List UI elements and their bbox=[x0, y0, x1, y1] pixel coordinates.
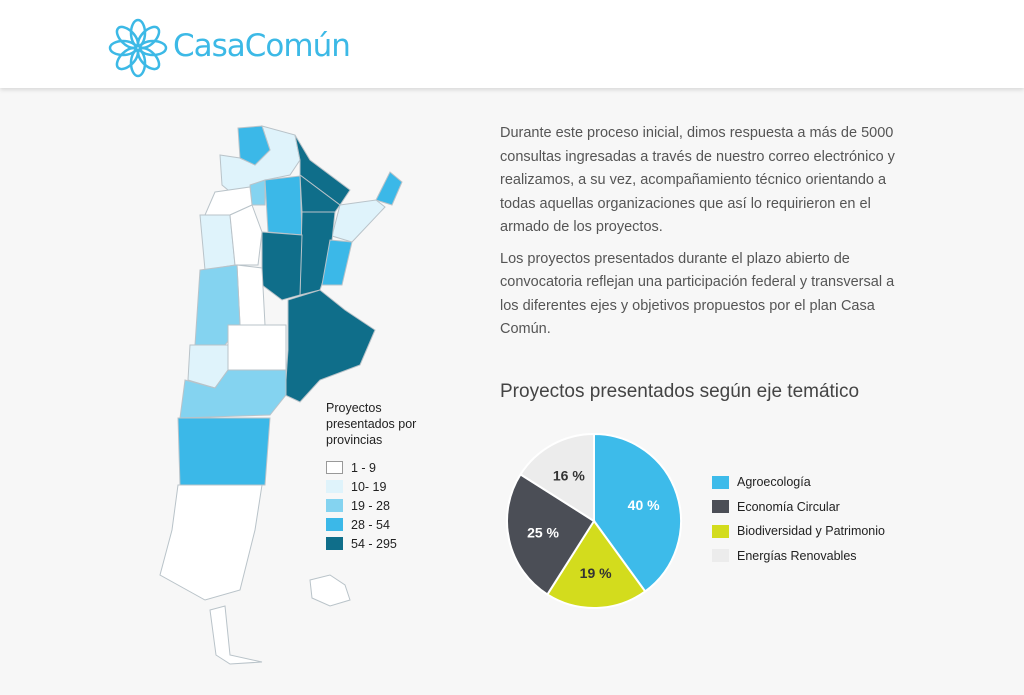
legend-swatch bbox=[712, 524, 729, 538]
legend-label: Energías Renovables bbox=[737, 548, 857, 563]
map-legend-item: 54 - 295 bbox=[326, 534, 421, 553]
petal bbox=[115, 46, 140, 71]
brand-logo[interactable]: CasaComún bbox=[173, 28, 351, 64]
map-legend-item: 10- 19 bbox=[326, 477, 421, 496]
pie-chart: 40 % 19 % 25 % 16 % bbox=[506, 432, 682, 609]
petal bbox=[115, 25, 140, 50]
province-tierra-del-fuego[interactable] bbox=[209, 605, 263, 665]
pie-slice[interactable] bbox=[546, 519, 647, 609]
petal bbox=[136, 25, 161, 50]
legend-swatch bbox=[326, 499, 343, 512]
province-san-luis[interactable] bbox=[236, 264, 266, 326]
slice-label: 16 % bbox=[553, 467, 585, 483]
legend-swatch bbox=[326, 518, 343, 531]
province-corrientes[interactable] bbox=[331, 199, 386, 243]
map-legend-item: 19 - 28 bbox=[326, 496, 421, 515]
province-jujuy[interactable] bbox=[237, 125, 271, 166]
pie-slice[interactable] bbox=[519, 432, 595, 523]
legend-label: 1 - 9 bbox=[351, 460, 377, 475]
legend-label: 28 - 54 bbox=[351, 517, 390, 532]
legend-swatch bbox=[712, 549, 729, 563]
legend-swatch bbox=[712, 475, 729, 489]
paragraph-2: Los proyectos presentados durante el pla… bbox=[500, 250, 895, 338]
province-santa-cruz[interactable] bbox=[159, 484, 263, 601]
chart-title: Proyectos presentados según eje temático bbox=[500, 381, 860, 402]
map-legend-item: 1 - 9 bbox=[326, 458, 421, 477]
legend-label: Biodiversidad y Patrimonio bbox=[737, 524, 885, 539]
chart-legend: Agroecología Economía Circular Biodiversid… bbox=[712, 470, 885, 568]
province-cordoba[interactable] bbox=[261, 231, 303, 301]
argentina-map bbox=[159, 125, 403, 665]
legend-swatch bbox=[326, 537, 343, 550]
chart-legend-item: Economía Circular bbox=[712, 495, 885, 520]
pie-slice[interactable] bbox=[593, 432, 682, 593]
province-tucuman[interactable] bbox=[249, 179, 266, 206]
chart-legend-item: Biodiversidad y Patrimonio bbox=[712, 519, 885, 544]
legend-swatch bbox=[326, 480, 343, 493]
legend-swatch bbox=[712, 500, 729, 514]
slice-label: 40 % bbox=[628, 497, 660, 513]
map-legend-item: 28 - 54 bbox=[326, 515, 421, 534]
paragraph-1: Durante este proceso inicial, dimos resp… bbox=[500, 125, 895, 235]
description: Durante este proceso inicial, dimos resp… bbox=[500, 122, 905, 350]
map-legend-title: Proyectos presentados por provincias bbox=[326, 401, 417, 447]
malvinas-islands[interactable] bbox=[309, 574, 351, 607]
province-misiones[interactable] bbox=[375, 171, 403, 206]
legend-label: Agroecología bbox=[737, 475, 811, 490]
petal bbox=[136, 46, 161, 71]
chart-legend-item: Agroecología bbox=[712, 470, 885, 495]
slice-label: 19 % bbox=[580, 565, 612, 581]
slice-label: 25 % bbox=[527, 524, 559, 540]
legend-label: 19 - 28 bbox=[351, 498, 390, 513]
province-san-juan[interactable] bbox=[199, 214, 236, 271]
province-la-rioja[interactable] bbox=[229, 204, 263, 266]
legend-label: 10- 19 bbox=[351, 479, 387, 494]
legend-label: 54 - 295 bbox=[351, 536, 397, 551]
province-buenos-aires[interactable] bbox=[284, 289, 376, 403]
header: CasaComún bbox=[0, 0, 1024, 88]
province-santiago-del-estero[interactable] bbox=[264, 175, 303, 236]
province-la-pampa[interactable] bbox=[227, 324, 287, 371]
legend-label: Economía Circular bbox=[737, 499, 840, 514]
flower-icon bbox=[108, 18, 168, 78]
map-legend: Proyectos presentados por provincias 1 -… bbox=[326, 400, 421, 553]
legend-swatch bbox=[326, 461, 343, 474]
pie-slice[interactable] bbox=[506, 473, 596, 596]
chart-legend-item: Energías Renovables bbox=[712, 544, 885, 569]
province-chubut[interactable] bbox=[177, 417, 271, 486]
province-entre-rios[interactable] bbox=[321, 239, 353, 286]
